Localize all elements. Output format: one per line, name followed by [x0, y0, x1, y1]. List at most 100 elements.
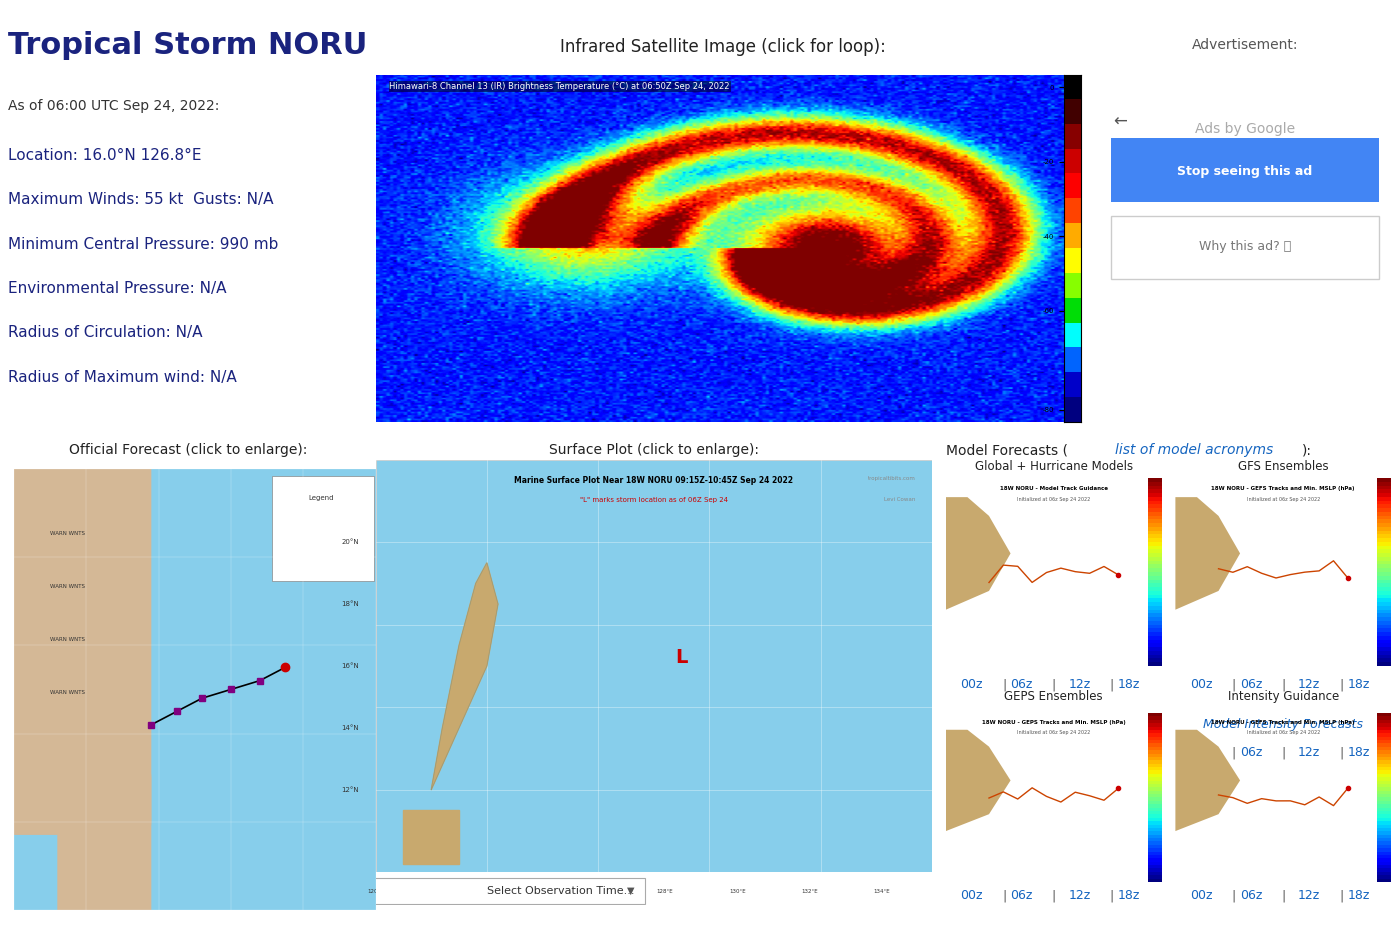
Text: Infrared Satellite Image (click for loop):: Infrared Satellite Image (click for loop… — [561, 38, 886, 56]
Text: Environmental Pressure: N/A: Environmental Pressure: N/A — [7, 281, 225, 295]
Text: 20°N: 20°N — [341, 539, 359, 545]
Text: Tropical Storm NORU: Tropical Storm NORU — [7, 31, 367, 60]
Text: |: | — [1231, 678, 1235, 691]
Text: |: | — [1002, 678, 1006, 691]
Text: WARN WNTS: WARN WNTS — [50, 531, 85, 537]
Text: 18z: 18z — [1348, 747, 1370, 759]
Text: 134°E: 134°E — [874, 889, 890, 894]
FancyBboxPatch shape — [1110, 216, 1380, 280]
Text: Global + Hurricane Models: Global + Hurricane Models — [975, 461, 1132, 473]
Text: 14°N: 14°N — [341, 725, 359, 731]
Text: Official Forecast (click to enlarge):: Official Forecast (click to enlarge): — [68, 444, 307, 457]
Text: 18z: 18z — [1348, 678, 1370, 691]
Text: Maximum Winds: 55 kt  Gusts: N/A: Maximum Winds: 55 kt Gusts: N/A — [7, 192, 273, 207]
Text: 18z: 18z — [1118, 678, 1141, 691]
Text: Ads by Google: Ads by Google — [1195, 122, 1295, 136]
Text: 18W NORU - GEPS Tracks and Min. MSLP (hPa): 18W NORU - GEPS Tracks and Min. MSLP (hP… — [982, 719, 1125, 725]
Text: Model Intensity Forecasts: Model Intensity Forecasts — [1203, 719, 1363, 731]
Text: Himawari-8 Channel 13 (IR) Brightness Temperature (°C) at 06:50Z Sep 24, 2022: Himawari-8 Channel 13 (IR) Brightness Te… — [389, 82, 730, 91]
Text: ▼: ▼ — [627, 886, 634, 896]
Text: 06z: 06z — [1239, 678, 1262, 691]
Text: Initialized at 06z Sep 24 2022: Initialized at 06z Sep 24 2022 — [1246, 497, 1320, 502]
FancyBboxPatch shape — [3, 456, 387, 923]
Text: Advertisement:: Advertisement: — [1192, 38, 1298, 52]
Text: Initialized at 06z Sep 24 2022: Initialized at 06z Sep 24 2022 — [1017, 730, 1091, 734]
Polygon shape — [946, 730, 1011, 831]
Text: ):: ): — [1302, 444, 1312, 457]
Text: 18z: 18z — [1348, 889, 1370, 902]
Text: 06z: 06z — [1239, 889, 1262, 902]
Text: |: | — [1281, 747, 1285, 759]
Polygon shape — [1175, 730, 1241, 831]
Text: |: | — [1052, 889, 1056, 902]
Text: 06z: 06z — [1010, 889, 1032, 902]
Text: 124°E: 124°E — [512, 889, 529, 894]
Text: Intensity Guidance: Intensity Guidance — [1228, 690, 1338, 703]
Text: 126°E: 126°E — [584, 889, 601, 894]
Text: |: | — [1110, 678, 1114, 691]
FancyBboxPatch shape — [1110, 138, 1380, 202]
Text: 12z: 12z — [1068, 678, 1091, 691]
Polygon shape — [431, 563, 498, 790]
FancyBboxPatch shape — [273, 476, 374, 582]
Text: |: | — [1281, 678, 1285, 691]
Text: 12z: 12z — [1298, 747, 1320, 759]
Text: 16°N: 16°N — [341, 663, 359, 669]
Text: Location: 16.0°N 126.8°E: Location: 16.0°N 126.8°E — [7, 148, 202, 163]
Text: WARN WNTS: WARN WNTS — [50, 584, 85, 589]
Polygon shape — [1175, 497, 1241, 610]
Text: Initialized at 06z Sep 24 2022: Initialized at 06z Sep 24 2022 — [1017, 497, 1091, 502]
Text: 12z: 12z — [1298, 889, 1320, 902]
Text: 06z: 06z — [1239, 747, 1262, 759]
Text: 00z: 00z — [961, 889, 983, 902]
Text: |: | — [1340, 747, 1344, 759]
Text: 130°E: 130°E — [729, 889, 746, 894]
Text: 00z: 00z — [961, 678, 983, 691]
Text: Model Forecasts (: Model Forecasts ( — [946, 444, 1068, 457]
Text: 00z: 00z — [1191, 889, 1213, 902]
Text: 12°N: 12°N — [341, 787, 359, 793]
Text: Initialized at 06z Sep 24 2022: Initialized at 06z Sep 24 2022 — [1246, 730, 1320, 734]
Text: Marine Surface Plot Near 18W NORU 09:15Z-10:45Z Sep 24 2022: Marine Surface Plot Near 18W NORU 09:15Z… — [515, 477, 793, 485]
Text: 120°E: 120°E — [367, 889, 384, 894]
Text: 18z: 18z — [1118, 889, 1141, 902]
Polygon shape — [403, 810, 459, 864]
Text: Minimum Central Pressure: 990 mb: Minimum Central Pressure: 990 mb — [7, 236, 278, 251]
Text: GFS Ensembles: GFS Ensembles — [1238, 461, 1328, 473]
Text: |: | — [1231, 889, 1235, 902]
Text: Levi Cowan: Levi Cowan — [883, 497, 915, 502]
FancyBboxPatch shape — [57, 764, 152, 923]
Text: 00z: 00z — [1191, 747, 1213, 759]
Polygon shape — [946, 497, 1011, 610]
Text: Legend: Legend — [309, 495, 334, 501]
Text: L: L — [676, 648, 687, 667]
Text: |: | — [1231, 747, 1235, 759]
Text: Radius of Maximum wind: N/A: Radius of Maximum wind: N/A — [7, 370, 236, 385]
Text: |: | — [1340, 678, 1344, 691]
Text: |: | — [1340, 889, 1344, 902]
Text: |: | — [1002, 889, 1006, 902]
Text: WARN WNTS: WARN WNTS — [50, 689, 85, 695]
Text: Select Observation Time...: Select Observation Time... — [487, 886, 634, 896]
FancyBboxPatch shape — [370, 878, 645, 904]
Text: Stop seeing this ad: Stop seeing this ad — [1177, 165, 1313, 177]
Text: As of 06:00 UTC Sep 24, 2022:: As of 06:00 UTC Sep 24, 2022: — [7, 99, 218, 113]
Text: 18°N: 18°N — [341, 601, 359, 607]
FancyBboxPatch shape — [3, 456, 152, 835]
Text: Radius of Circulation: N/A: Radius of Circulation: N/A — [7, 325, 202, 340]
Text: 12z: 12z — [1298, 678, 1320, 691]
Text: 18W NORU - GEFS Tracks and Min. MSLP (hPa): 18W NORU - GEFS Tracks and Min. MSLP (hP… — [1212, 719, 1355, 725]
Text: 132°E: 132°E — [801, 889, 818, 894]
Text: WARN WNTS: WARN WNTS — [50, 637, 85, 642]
Text: ←: ← — [1113, 113, 1127, 130]
Text: Why this ad? ⓘ: Why this ad? ⓘ — [1199, 240, 1291, 252]
Text: 122°E: 122°E — [440, 889, 456, 894]
Text: 06z: 06z — [1010, 678, 1032, 691]
Text: |: | — [1110, 889, 1114, 902]
Text: list of model acronyms: list of model acronyms — [1116, 444, 1273, 457]
Text: |: | — [1052, 678, 1056, 691]
Text: "L" marks storm location as of 06Z Sep 24: "L" marks storm location as of 06Z Sep 2… — [580, 497, 727, 503]
Text: GEPS Ensembles: GEPS Ensembles — [1004, 690, 1103, 703]
Text: 128°E: 128°E — [657, 889, 673, 894]
Text: tropicaltibits.com: tropicaltibits.com — [868, 477, 915, 481]
